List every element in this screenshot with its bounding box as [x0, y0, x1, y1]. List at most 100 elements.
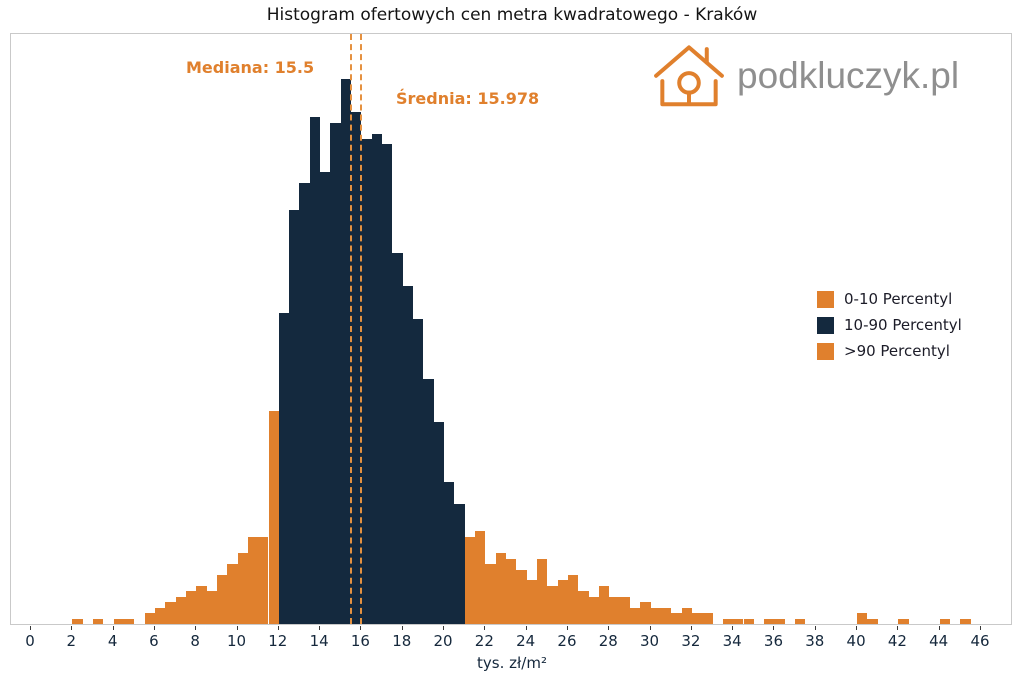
histogram-bar	[413, 318, 424, 624]
x-tick-label: 14	[309, 632, 329, 650]
legend-item-low: 0-10 Percentyl	[817, 290, 962, 308]
watermark: podkluczyk.pl	[649, 38, 959, 114]
x-tick-mark	[443, 626, 445, 630]
x-tick-mark	[401, 626, 403, 630]
histogram-bar	[495, 553, 506, 624]
legend-label-high: >90 Percentyl	[844, 342, 950, 360]
legend-swatch-low	[817, 290, 834, 308]
histogram-bar	[857, 613, 868, 624]
histogram-bar	[196, 585, 207, 624]
x-tick-mark	[30, 626, 31, 630]
x-tick-label: 6	[149, 632, 159, 650]
x-tick-mark	[525, 626, 527, 630]
histogram-bar	[247, 536, 259, 624]
x-tick-label: 46	[970, 632, 990, 650]
histogram-bar	[299, 182, 310, 624]
histogram-bar	[464, 536, 475, 624]
histogram-bar	[516, 569, 527, 624]
histogram-bar	[185, 591, 197, 624]
x-tick-label: 4	[107, 632, 118, 650]
x-tick-label: 36	[763, 632, 784, 650]
x-tick-label: 44	[929, 632, 949, 650]
x-tick-mark	[608, 626, 610, 630]
x-tick-mark	[277, 626, 279, 630]
legend-label-core: 10-90 Percentyl	[844, 316, 962, 334]
histogram-bar	[609, 596, 620, 624]
legend-label-low: 0-10 Percentyl	[844, 290, 953, 308]
x-tick-mark	[938, 626, 940, 630]
histogram-bar	[423, 378, 434, 624]
histogram-bar	[309, 117, 321, 624]
histogram-bar	[361, 138, 372, 624]
histogram-bar	[351, 111, 362, 624]
histogram-bar	[340, 79, 352, 624]
x-tick-label: 20	[433, 632, 453, 650]
histogram-bar	[774, 618, 785, 624]
histogram-bar	[506, 558, 517, 624]
histogram-bar	[671, 613, 682, 624]
x-tick-label: 0	[25, 632, 35, 650]
x-tick-label: 18	[392, 632, 412, 650]
histogram-bar	[433, 422, 445, 624]
histogram-bar	[567, 574, 579, 624]
histogram-bar	[113, 618, 124, 624]
house-keyhole-icon	[649, 38, 729, 114]
histogram-bar	[960, 618, 971, 624]
x-tick-mark	[484, 626, 486, 630]
x-tick-mark	[566, 626, 568, 630]
histogram-bar	[764, 618, 775, 624]
watermark-text: podkluczyk.pl	[737, 55, 960, 96]
histogram-bar	[485, 564, 496, 624]
x-tick-mark	[360, 626, 362, 630]
histogram-bar	[578, 591, 589, 624]
histogram-bar	[795, 618, 806, 624]
histogram-bar	[278, 313, 290, 624]
x-tick-mark	[897, 626, 899, 630]
histogram-bar	[939, 618, 950, 624]
plot-area: Mediana: 15.5 Średnia: 15.978 podkluczyk…	[10, 33, 1012, 625]
histogram-bars	[11, 34, 1011, 624]
histogram-bar	[206, 591, 217, 624]
legend-swatch-high	[817, 342, 834, 360]
x-tick-label: 10	[226, 632, 247, 650]
x-tick-mark	[236, 626, 238, 630]
x-tick-label: 30	[640, 632, 660, 650]
mean-line	[359, 34, 362, 624]
histogram-bar	[588, 596, 599, 624]
x-tick-mark	[773, 626, 775, 630]
histogram-bar	[92, 618, 104, 624]
histogram-bar	[898, 618, 909, 624]
histogram-bar	[598, 585, 610, 624]
x-tick-label: 24	[516, 632, 536, 650]
x-tick-mark	[153, 626, 155, 630]
histogram-bar	[733, 618, 744, 624]
histogram-bar	[547, 585, 558, 624]
x-tick-mark	[71, 626, 73, 630]
x-axis-ticks: 0 2 4 6 8 10 12 14 16 18 20 22 24 26 28 30 32 34 36 38 40 42 4…	[10, 626, 1012, 654]
histogram-bar	[382, 144, 393, 624]
histogram-bar	[320, 171, 331, 624]
x-tick-label: 8	[190, 632, 200, 650]
histogram-bar	[392, 253, 403, 624]
histogram-bar	[619, 596, 630, 624]
histogram-bar	[330, 122, 341, 624]
histogram-bar	[454, 504, 465, 624]
chart-title: Histogram ofertowych cen metra kwadratow…	[266, 5, 758, 25]
histogram-bar	[268, 411, 279, 624]
x-tick-mark	[319, 626, 321, 630]
histogram-bar	[144, 613, 155, 624]
histogram-bar	[681, 607, 692, 624]
histogram-bar	[258, 536, 269, 624]
median-annotation: Mediana: 15.5	[186, 58, 315, 77]
histogram-bar	[444, 482, 455, 624]
histogram-bar	[154, 607, 166, 624]
x-tick-mark	[649, 626, 651, 630]
x-tick-mark	[814, 626, 816, 630]
x-tick-label: 16	[350, 632, 370, 650]
histogram-bar	[526, 580, 537, 624]
x-tick-label: 32	[681, 632, 701, 650]
histogram-bar	[289, 209, 300, 624]
x-tick-label: 2	[66, 632, 77, 650]
x-tick-label: 22	[474, 632, 494, 650]
histogram-bar	[702, 613, 713, 624]
